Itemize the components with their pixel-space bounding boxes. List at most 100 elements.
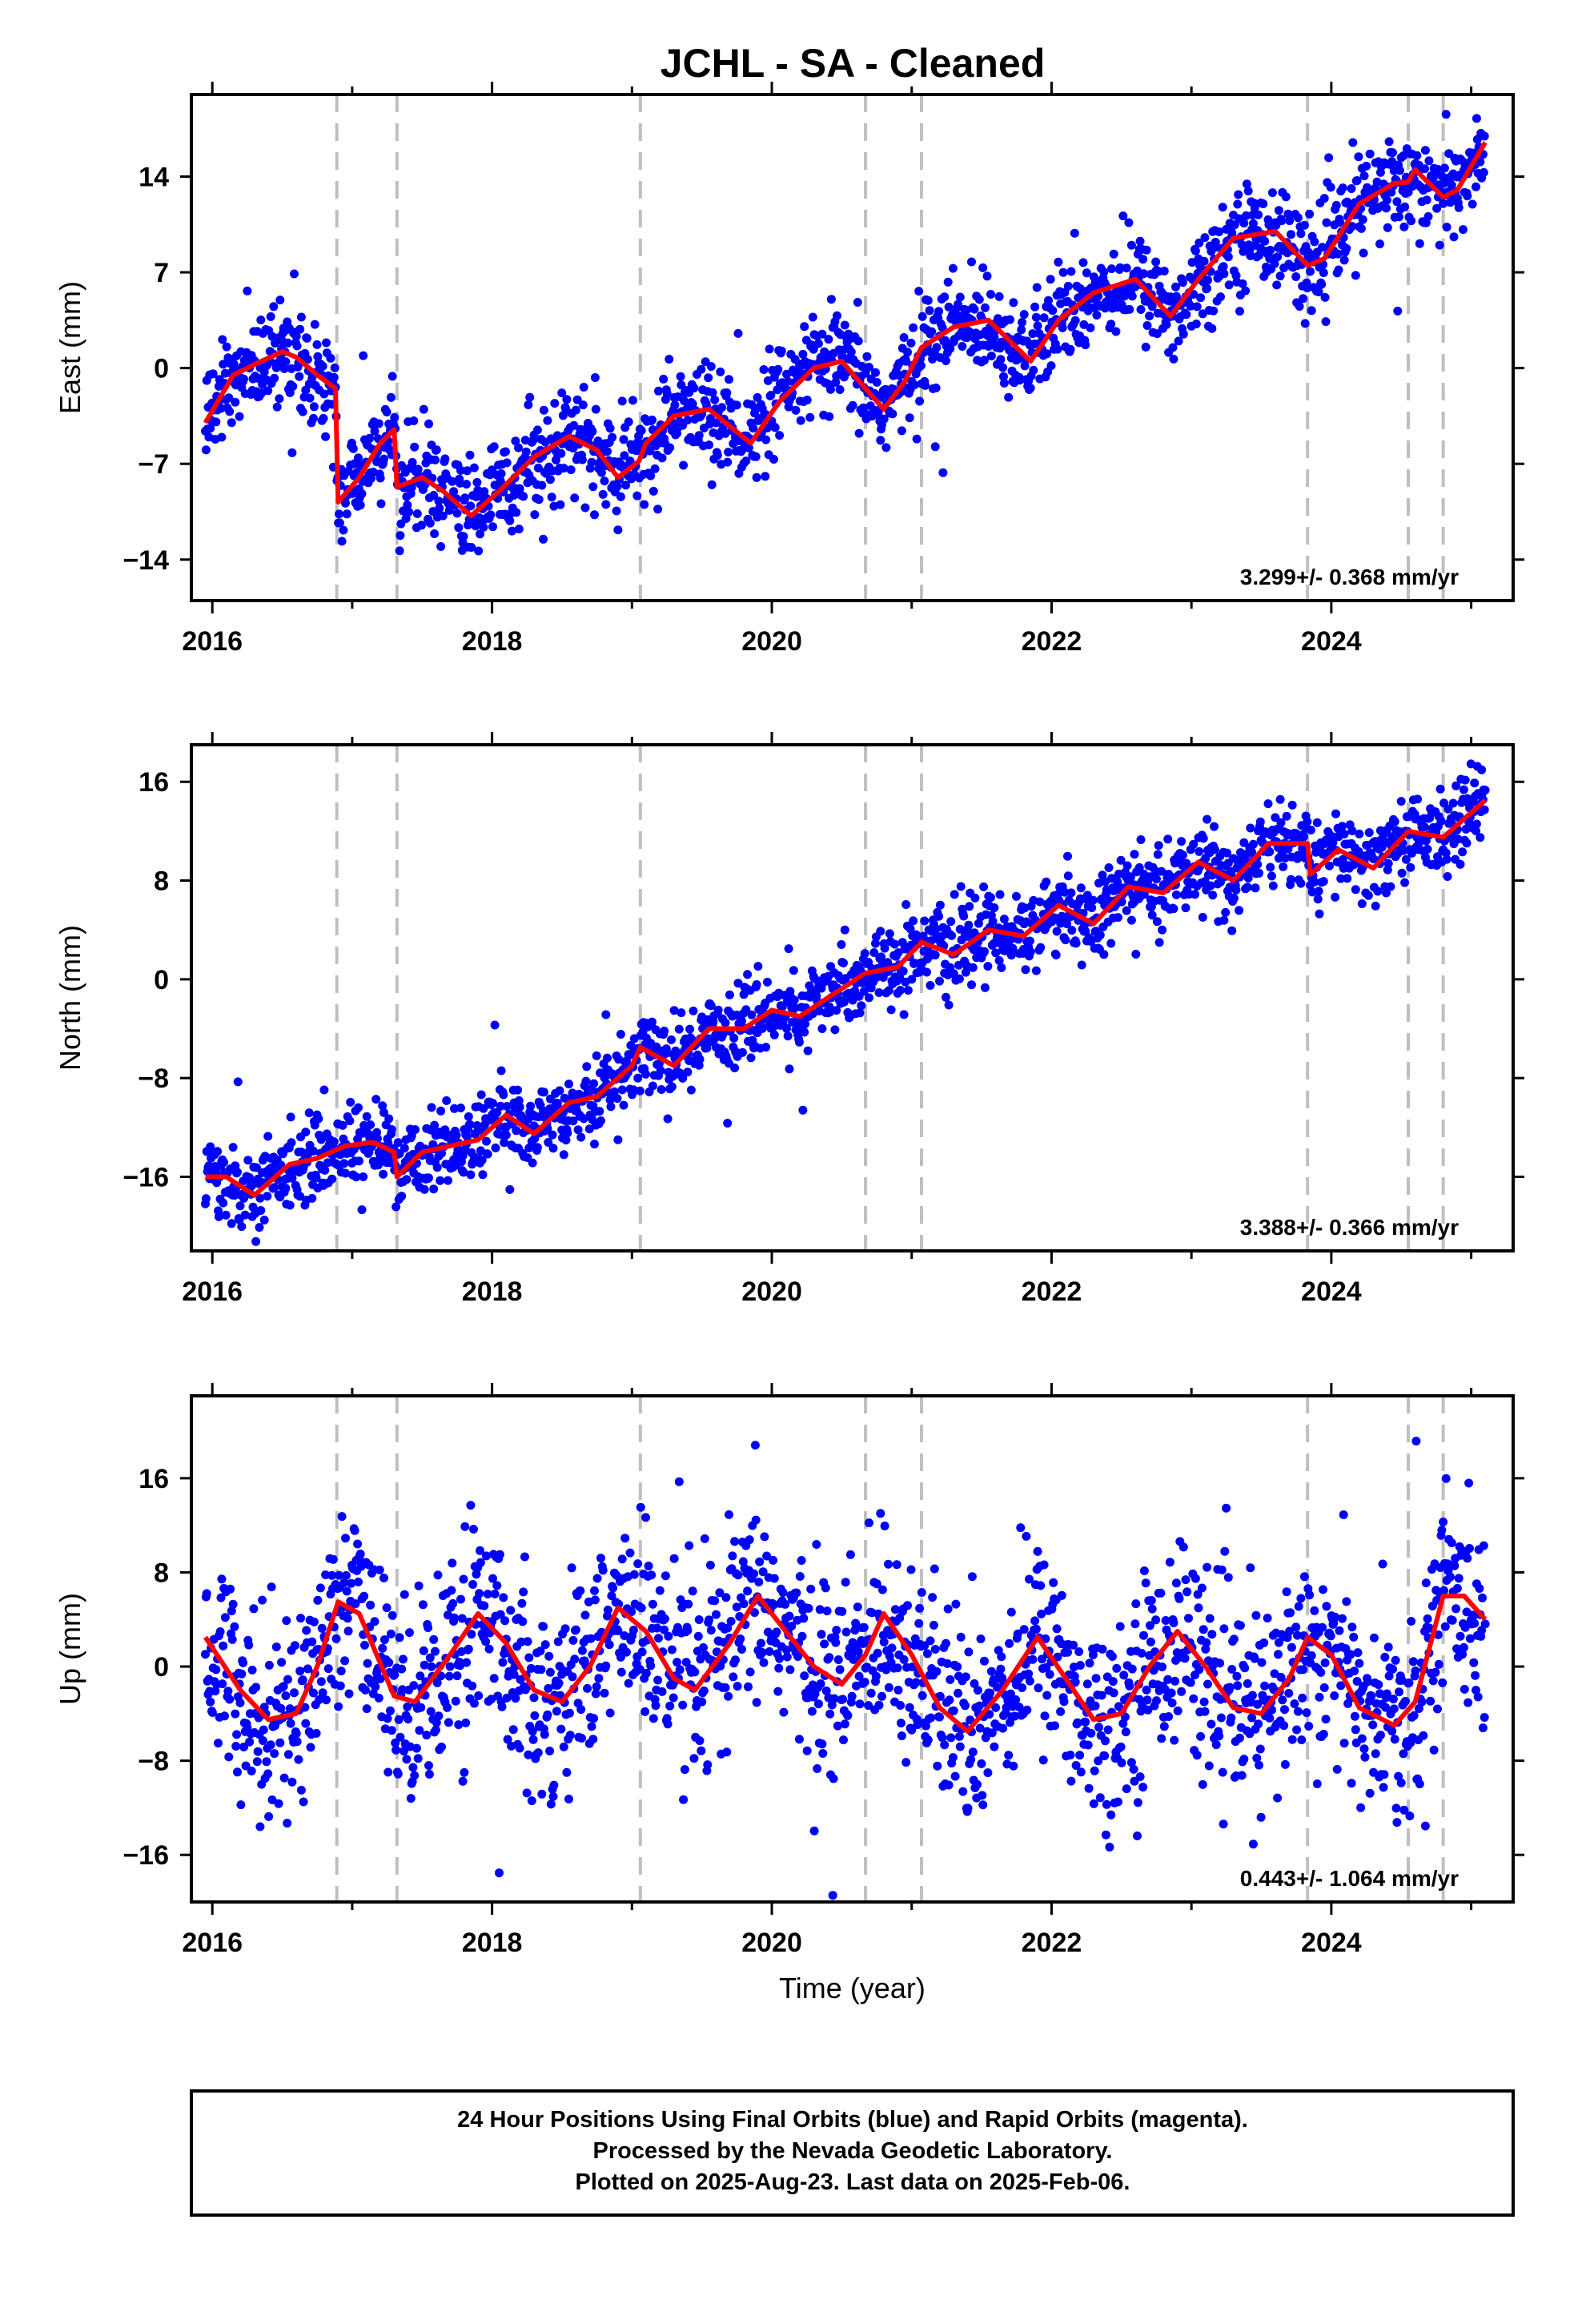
data-point-north xyxy=(1312,818,1322,827)
data-point-up xyxy=(252,1757,262,1767)
x-tick-label-east: 2018 xyxy=(462,626,523,657)
data-point-north xyxy=(963,932,973,941)
data-point-north xyxy=(483,1149,492,1159)
data-point-up xyxy=(1042,1691,1052,1700)
data-point-east xyxy=(533,463,543,472)
data-point-north xyxy=(1006,951,1016,960)
data-point-north xyxy=(532,1143,542,1152)
data-point-up xyxy=(1094,1756,1103,1766)
data-point-east xyxy=(243,286,252,296)
data-point-up xyxy=(773,1687,783,1696)
data-point-north xyxy=(1060,887,1070,897)
data-point-north xyxy=(514,1096,524,1105)
data-point-up xyxy=(963,1803,973,1813)
data-point-north xyxy=(1191,890,1199,899)
data-point-up xyxy=(1084,1783,1094,1793)
data-point-up xyxy=(596,1554,605,1563)
data-point-up xyxy=(343,1614,352,1623)
data-point-up xyxy=(251,1683,261,1692)
data-point-east xyxy=(1015,376,1025,385)
data-point-north xyxy=(1098,870,1107,880)
data-point-east xyxy=(943,277,953,287)
data-point-east xyxy=(279,364,289,373)
data-point-north xyxy=(660,1026,669,1035)
data-point-up xyxy=(1101,1830,1110,1839)
data-point-up xyxy=(490,1589,500,1598)
data-point-up xyxy=(760,1532,769,1542)
data-point-east xyxy=(1359,171,1369,181)
data-point-east xyxy=(1218,203,1227,212)
data-point-up xyxy=(1108,1677,1118,1687)
data-point-up xyxy=(809,1826,819,1835)
data-point-up xyxy=(1024,1669,1034,1679)
data-point-up xyxy=(279,1773,289,1783)
data-point-up xyxy=(636,1603,646,1613)
data-point-east xyxy=(480,487,489,497)
data-point-north xyxy=(465,1120,475,1129)
data-point-north xyxy=(482,1136,491,1146)
data-point-up xyxy=(1045,1670,1054,1679)
data-point-east xyxy=(313,352,323,361)
data-point-up xyxy=(375,1674,385,1683)
data-point-up xyxy=(590,1586,599,1595)
data-point-up xyxy=(813,1699,823,1709)
data-point-east xyxy=(853,298,862,307)
data-point-north xyxy=(1456,859,1465,869)
data-point-up xyxy=(236,1800,246,1810)
data-point-east xyxy=(1299,294,1308,304)
data-point-north xyxy=(667,1035,676,1044)
data-point-up xyxy=(235,1698,245,1707)
data-point-north xyxy=(1276,818,1286,827)
data-point-north xyxy=(1248,839,1258,849)
data-point-north xyxy=(1246,823,1255,833)
data-point-east xyxy=(723,457,733,467)
data-point-east xyxy=(1283,209,1293,219)
data-point-east xyxy=(1139,269,1148,279)
data-point-east xyxy=(570,493,580,503)
data-point-east xyxy=(1127,292,1137,301)
data-point-up xyxy=(996,1664,1006,1674)
data-point-up xyxy=(804,1603,813,1613)
data-point-up xyxy=(202,1589,211,1598)
data-point-up xyxy=(247,1767,256,1775)
data-point-east xyxy=(999,372,1008,381)
data-point-east xyxy=(1082,268,1091,278)
data-point-east xyxy=(1171,282,1180,292)
data-point-east xyxy=(906,338,916,348)
data-point-east xyxy=(530,510,540,520)
model-line-north xyxy=(205,798,1488,1198)
data-point-east xyxy=(1178,278,1187,287)
data-point-east xyxy=(460,493,470,503)
data-point-north xyxy=(1448,798,1458,808)
data-point-east xyxy=(1447,180,1456,190)
data-point-up xyxy=(625,1548,635,1558)
data-point-up xyxy=(461,1718,471,1727)
points-north xyxy=(201,759,1490,1246)
data-point-up xyxy=(399,1747,408,1756)
data-point-up xyxy=(732,1602,741,1612)
data-point-up xyxy=(553,1637,563,1647)
data-point-north xyxy=(1401,854,1411,864)
data-point-north xyxy=(1382,888,1391,898)
data-point-up xyxy=(400,1590,409,1599)
data-point-north xyxy=(1114,913,1122,923)
data-point-up xyxy=(683,1626,693,1635)
data-point-up xyxy=(583,1683,592,1693)
data-point-up xyxy=(564,1708,574,1718)
data-point-north xyxy=(478,1170,488,1180)
data-point-up xyxy=(944,1780,954,1790)
data-point-north xyxy=(970,893,980,903)
data-point-up xyxy=(217,1574,227,1584)
data-point-east xyxy=(1351,271,1360,280)
data-point-north xyxy=(1099,950,1109,959)
data-point-up xyxy=(821,1686,831,1695)
y-tick-label-east: 7 xyxy=(154,258,169,288)
data-point-east xyxy=(645,446,655,456)
data-point-east xyxy=(1192,302,1202,312)
data-point-up xyxy=(968,1747,978,1757)
data-point-up xyxy=(489,1674,499,1683)
data-point-north xyxy=(790,1003,800,1012)
data-point-up xyxy=(225,1695,235,1704)
data-point-north xyxy=(206,1142,215,1152)
data-point-east xyxy=(298,407,307,416)
